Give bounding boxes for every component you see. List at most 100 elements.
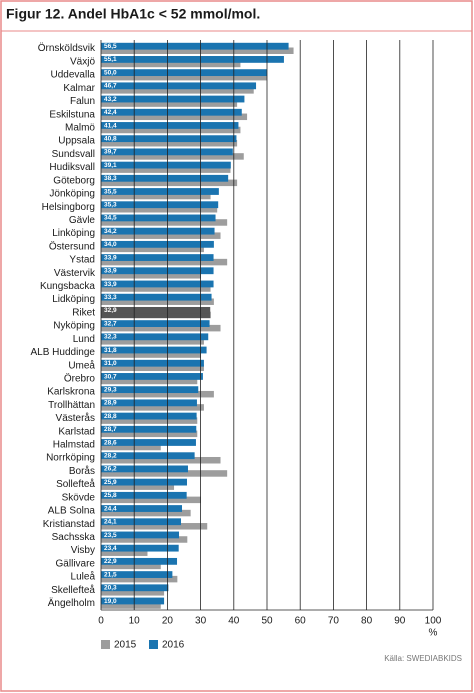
value-label: 50,0 [104, 69, 117, 76]
bar [101, 549, 148, 556]
bar [101, 584, 169, 592]
bar [101, 267, 214, 275]
category-label: Norrköping [46, 453, 95, 464]
bar [101, 386, 199, 394]
legend-swatch [101, 640, 110, 649]
value-label: 56,5 [104, 43, 117, 50]
bar [101, 589, 165, 596]
bar [101, 575, 178, 583]
bar [101, 544, 179, 552]
value-label: 34,0 [104, 241, 117, 248]
category-label: Östersund [49, 240, 95, 252]
value-label: 21,5 [104, 571, 117, 578]
category-label: Örebro [64, 372, 96, 384]
bar [101, 456, 221, 464]
bar [101, 293, 212, 301]
bar [101, 126, 241, 134]
x-tick-label: 30 [195, 616, 207, 627]
bar [101, 272, 201, 279]
bar [101, 311, 211, 319]
value-label: 34,5 [104, 215, 117, 222]
bar [101, 452, 195, 460]
bar [101, 206, 218, 213]
category-label: Skövde [62, 492, 96, 503]
bar [101, 439, 196, 446]
bar [101, 245, 204, 253]
bar [101, 254, 214, 261]
category-label: Ängelholm [48, 597, 95, 609]
bar [101, 505, 183, 512]
bar [101, 166, 231, 173]
bar [101, 73, 267, 81]
value-label: 25,9 [104, 479, 117, 486]
x-tick-label: 90 [394, 616, 406, 627]
bar [101, 135, 237, 143]
bar [101, 108, 242, 116]
value-label: 24,4 [104, 505, 117, 512]
source: Källa: SWEDIABKIDS [384, 654, 462, 663]
category-label: Örnsköldsvik [38, 42, 96, 54]
bar [101, 240, 214, 248]
value-label: 24,1 [104, 519, 117, 526]
bar [101, 377, 198, 385]
bar [101, 478, 187, 486]
x-tick-label: 100 [425, 616, 442, 627]
category-label: Lund [73, 334, 95, 345]
bar [101, 95, 245, 103]
bar [101, 443, 161, 451]
bar [101, 496, 201, 504]
value-label: 32,9 [104, 307, 117, 314]
category-label: Visby [71, 545, 95, 556]
bar [101, 351, 201, 358]
value-label: 28,8 [104, 413, 117, 420]
value-label: 41,4 [104, 122, 117, 129]
chart-title: Figur 12. Andel HbA1c < 52 mmol/mol. [6, 6, 260, 22]
category-label: Nyköping [53, 321, 95, 332]
category-label: Sollefteå [56, 478, 95, 490]
bar [101, 153, 244, 160]
value-label: 28,7 [104, 426, 117, 433]
value-label: 46,7 [104, 83, 117, 90]
category-label: Skellefteå [51, 584, 95, 596]
bar [101, 179, 238, 187]
x-tick-label: 40 [228, 616, 240, 627]
category-label: Riket [72, 307, 95, 318]
value-label: 28,9 [104, 400, 117, 407]
bar [101, 320, 210, 327]
value-label: 29,3 [104, 386, 117, 393]
category-label: Gävle [69, 215, 96, 226]
bar [101, 509, 191, 517]
value-label: 42,4 [104, 109, 117, 116]
bar [101, 188, 219, 195]
x-tick-label: 80 [361, 616, 373, 627]
bar [101, 148, 233, 156]
category-label: Helsingborg [42, 202, 95, 213]
category-label: Kalmar [63, 83, 95, 94]
bar [101, 483, 175, 490]
category-label: Trollhättan [48, 400, 95, 411]
bar [101, 373, 203, 380]
category-label: Göteborg [53, 175, 95, 186]
bar [101, 399, 197, 407]
category-label: Lidköping [52, 294, 95, 305]
category-label: Luleå [71, 571, 96, 583]
value-label: 43,2 [104, 96, 117, 103]
category-label: Kungsbacka [40, 281, 95, 292]
category-label: Västervik [54, 268, 96, 279]
bar [101, 298, 214, 305]
bar [101, 69, 267, 77]
category-label: Karlstad [58, 426, 95, 437]
bar [101, 219, 228, 226]
bar [101, 60, 241, 68]
bar [101, 412, 197, 420]
legend-swatch [149, 640, 158, 649]
category-label: Gällivare [56, 558, 96, 569]
bar [101, 306, 211, 314]
category-label: Linköping [52, 228, 95, 239]
legend-label: 2015 [114, 640, 137, 651]
x-tick-label: 0 [98, 616, 104, 627]
bar [101, 390, 214, 398]
category-label: Uddevalla [51, 70, 96, 81]
value-label: 20,3 [104, 585, 117, 592]
